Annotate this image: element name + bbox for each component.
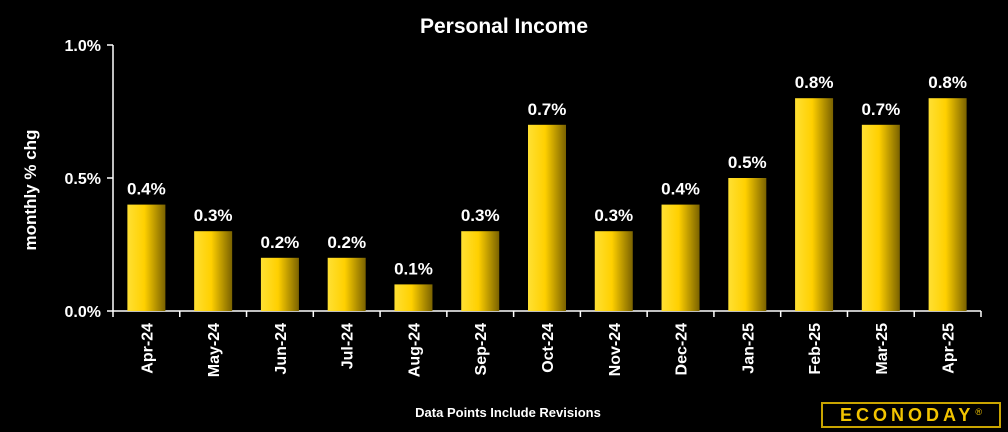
data-label: 0.7% (528, 100, 567, 119)
data-label: 0.3% (594, 206, 633, 225)
bar (728, 178, 767, 311)
x-tick-label: Feb-25 (807, 323, 824, 375)
econoday-logo: ECONODAY ® (821, 402, 1001, 428)
bars-group (127, 98, 967, 311)
x-axis-label: Data Points Include Revisions (415, 405, 601, 420)
logo-registered-mark: ® (975, 407, 982, 417)
x-tick-label: Apr-24 (139, 323, 156, 374)
bar (394, 284, 433, 311)
bar (528, 124, 566, 311)
x-tick-label: May-24 (206, 323, 223, 377)
x-tick-label: Apr-25 (941, 323, 958, 374)
data-label: 0.3% (461, 206, 500, 225)
data-label: 0.2% (261, 233, 300, 252)
y-tick-label: 0.0% (65, 304, 101, 321)
x-tick-label: Oct-24 (540, 323, 557, 373)
bar (661, 204, 700, 311)
bar (327, 257, 366, 311)
x-tick-label: Jan-25 (740, 323, 757, 374)
bar (928, 98, 967, 311)
data-label: 0.8% (795, 73, 834, 92)
x-tick-label: Mar-25 (874, 323, 891, 375)
data-label: 0.2% (327, 233, 366, 252)
x-tick-label: Jun-24 (273, 323, 290, 375)
x-tick-label: Jul-24 (340, 323, 357, 369)
y-tick-label: 0.5% (65, 171, 101, 188)
labels-group: 0.4% Apr-24 0.3% May-24 0.2% Jun-24 0.2% Jul-24… (127, 73, 967, 377)
y-tick-label: 1.0% (65, 38, 101, 55)
axes-group: 0.0% 0.5% 1.0% (65, 38, 982, 321)
data-label: 0.8% (928, 73, 967, 92)
chart-title: Personal Income (420, 15, 588, 38)
data-label: 0.7% (861, 100, 900, 119)
x-tick-label: Nov-24 (607, 323, 624, 376)
bar (194, 231, 233, 311)
bar (795, 98, 834, 311)
data-label: 0.3% (194, 206, 233, 225)
bar (127, 204, 166, 311)
data-label: 0.4% (661, 180, 700, 199)
data-label: 0.5% (728, 153, 767, 172)
x-tick-label: Aug-24 (406, 323, 423, 377)
bar (461, 231, 500, 311)
bar (861, 124, 900, 311)
bar (594, 231, 633, 311)
data-label: 0.1% (394, 259, 433, 278)
x-tick-label: Dec-24 (674, 323, 691, 376)
logo-text: ECONODAY (840, 404, 975, 425)
x-tick-label: Sep-24 (473, 323, 490, 376)
data-label: 0.4% (127, 180, 166, 199)
bar (260, 257, 299, 311)
y-axis-label: monthly % chg (21, 130, 40, 251)
